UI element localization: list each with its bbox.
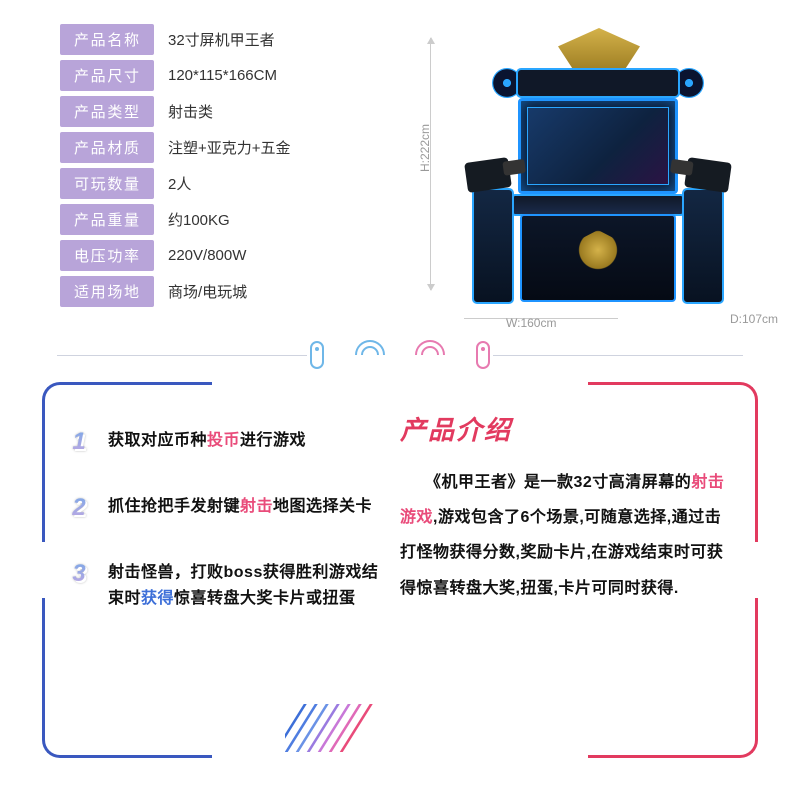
spec-label: 电压功率 — [60, 240, 154, 271]
spec-value: 220V/800W — [168, 247, 246, 264]
spec-label: 适用场地 — [60, 276, 154, 307]
spec-value: 120*115*166CM — [168, 67, 277, 84]
spec-label: 产品重量 — [60, 204, 154, 235]
spec-value: 商场/电玩城 — [168, 281, 247, 302]
top-section: 产品名称32寸屏机甲王者产品尺寸120*115*166CM产品类型射击类产品材质… — [0, 0, 800, 334]
pill-icon — [310, 341, 324, 369]
cabinet-base — [520, 214, 676, 302]
spec-label: 产品材质 — [60, 132, 154, 163]
spec-label: 产品名称 — [60, 24, 154, 55]
dimension-width: W:160cm — [506, 316, 556, 330]
step-number-icon: 1 — [62, 428, 96, 462]
dimension-height: H:222cm — [418, 124, 432, 172]
spec-value: 约100KG — [168, 209, 230, 230]
spec-row: 产品名称 32寸屏机甲王者 — [60, 24, 390, 54]
spec-row: 产品尺寸 120*115*166CM — [60, 60, 390, 90]
control-panel — [512, 194, 684, 216]
screen-panel — [518, 98, 678, 194]
product-image: H:222cm W:160cm D:107cm — [410, 24, 766, 324]
spec-row: 产品类型射击类 — [60, 96, 390, 126]
spec-row: 产品重量约100KG — [60, 204, 390, 234]
bottom-section: 1获取对应币种投币进行游戏2抓住抢把手发射键射击地图选择关卡3射击怪兽，打败bo… — [42, 382, 758, 758]
arcade-machine-illustration — [468, 34, 728, 304]
spec-value: 射击类 — [168, 101, 213, 122]
pill-icon — [476, 341, 490, 369]
spec-value: 32寸屏机甲王者 — [168, 29, 275, 50]
step-number-icon: 2 — [62, 494, 96, 528]
gun-stand-left — [472, 188, 514, 304]
gun-right-icon — [684, 157, 732, 193]
spec-row: 产品材质注塑+亚克力+五金 — [60, 132, 390, 162]
spec-table: 产品名称32寸屏机甲王者产品尺寸120*115*166CM产品类型射击类产品材质… — [60, 24, 390, 324]
section-divider — [0, 340, 800, 370]
spec-row: 适用场地商场/电玩城 — [60, 276, 390, 306]
diagonal-stripes-decoration — [285, 702, 445, 752]
spec-label: 可玩数量 — [60, 168, 154, 199]
arc-icon — [415, 340, 445, 370]
spec-label: 产品尺寸 — [60, 60, 154, 91]
frame-corner — [42, 598, 212, 758]
spec-value: 注塑+亚克力+五金 — [168, 137, 291, 158]
marquee-panel — [516, 68, 680, 98]
step-number-icon: 3 — [62, 560, 96, 594]
gun-stand-right — [682, 188, 724, 304]
dimension-depth: D:107cm — [730, 312, 778, 326]
step-highlight: 射击 — [240, 498, 273, 515]
spec-row: 电压功率 220V/800W — [60, 240, 390, 270]
arc-icon — [355, 340, 385, 370]
gun-left-icon — [464, 157, 512, 193]
spec-value: 2人 — [168, 173, 191, 194]
spec-row: 可玩数量 2人 — [60, 168, 390, 198]
spec-label: 产品类型 — [60, 96, 154, 127]
frame-corner — [588, 382, 758, 542]
frame-corner — [588, 598, 758, 758]
